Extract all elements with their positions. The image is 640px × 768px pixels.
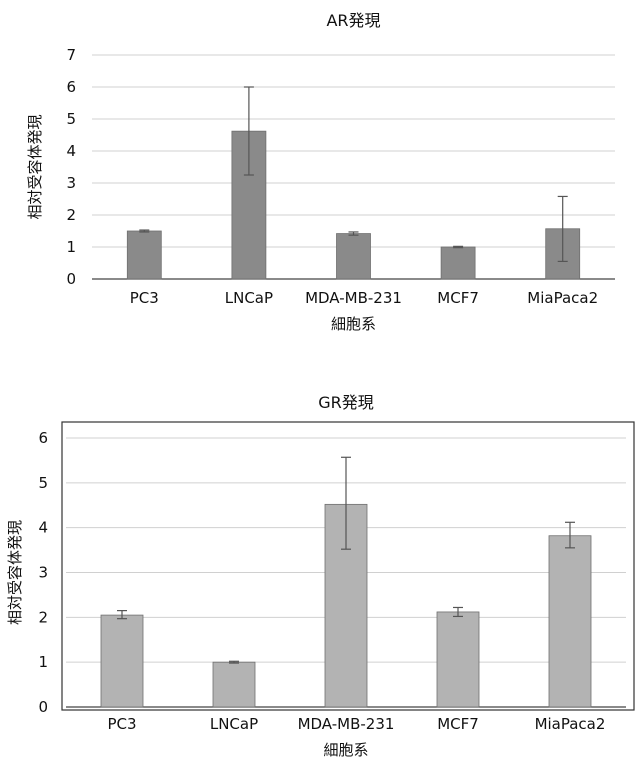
gr-category-label: MCF7: [437, 715, 479, 733]
gr-y-tick-label: 3: [38, 564, 48, 582]
gr-category-label: MDA-MB-231: [298, 715, 395, 733]
gr-category-label: LNCaP: [210, 715, 258, 733]
gr-category-label: MiaPaca2: [535, 715, 606, 733]
gr-y-tick-label: 4: [38, 519, 48, 537]
gr-y-tick-label: 0: [38, 698, 48, 716]
gr-bar-mcf7: [437, 612, 479, 707]
ar-category-label: MDA-MB-231: [305, 289, 402, 307]
ar-bar-pc3: [127, 231, 161, 279]
ar-y-axis-label: 相対受容体発現: [26, 114, 44, 219]
gr-chart-svg: GR発現 0 1 2 3 4 5 6 PC3 LNCaP MDA-MB-231 MCF7 MiaPaca…: [0, 384, 640, 768]
ar-category-label: MiaPaca2: [527, 289, 598, 307]
ar-bar-mda-mb-231: [337, 234, 371, 279]
gr-y-tick-label: 6: [38, 429, 48, 447]
ar-chart-svg: AR発現 0 1 2 3 4 5 6 7 PC3 LNCaP MDA-MB-231 MCF7 MiaPac…: [0, 0, 640, 370]
ar-category-label: MCF7: [437, 289, 479, 307]
gr-y-tick-label: 2: [38, 608, 48, 626]
ar-category-label: PC3: [130, 289, 159, 307]
gr-y-tick-label: 1: [38, 653, 48, 671]
gr-x-axis-label: 細胞系: [323, 741, 368, 759]
ar-y-tick-label: 1: [66, 238, 76, 256]
gr-bar-lncap: [213, 662, 255, 707]
ar-y-tick-label: 4: [66, 142, 76, 160]
ar-chart-title: AR発現: [326, 11, 380, 30]
gr-bar-pc3: [101, 615, 143, 707]
ar-bar-mcf7: [441, 247, 475, 279]
ar-y-tick-label: 6: [66, 78, 76, 96]
gr-expression-chart: GR発現 0 1 2 3 4 5 6 PC3 LNCaP MDA-MB-231 MCF7 MiaPaca…: [0, 384, 640, 768]
ar-y-tick-label: 7: [66, 46, 76, 64]
ar-y-tick-label: 3: [66, 174, 76, 192]
ar-expression-chart: AR発現 0 1 2 3 4 5 6 7 PC3 LNCaP MDA-MB-231 MCF7 MiaPac…: [0, 0, 640, 370]
gr-y-axis-label: 相対受容体発現: [6, 520, 24, 625]
gr-bar-miapaca2: [549, 536, 591, 707]
ar-y-tick-label: 5: [66, 110, 76, 128]
ar-y-tick-label: 0: [66, 270, 76, 288]
ar-y-tick-label: 2: [66, 206, 76, 224]
ar-x-axis-label: 細胞系: [331, 315, 376, 333]
gr-category-label: PC3: [107, 715, 136, 733]
ar-category-label: LNCaP: [225, 289, 273, 307]
gr-chart-title: GR発現: [318, 393, 374, 412]
gr-y-tick-label: 5: [38, 474, 48, 492]
